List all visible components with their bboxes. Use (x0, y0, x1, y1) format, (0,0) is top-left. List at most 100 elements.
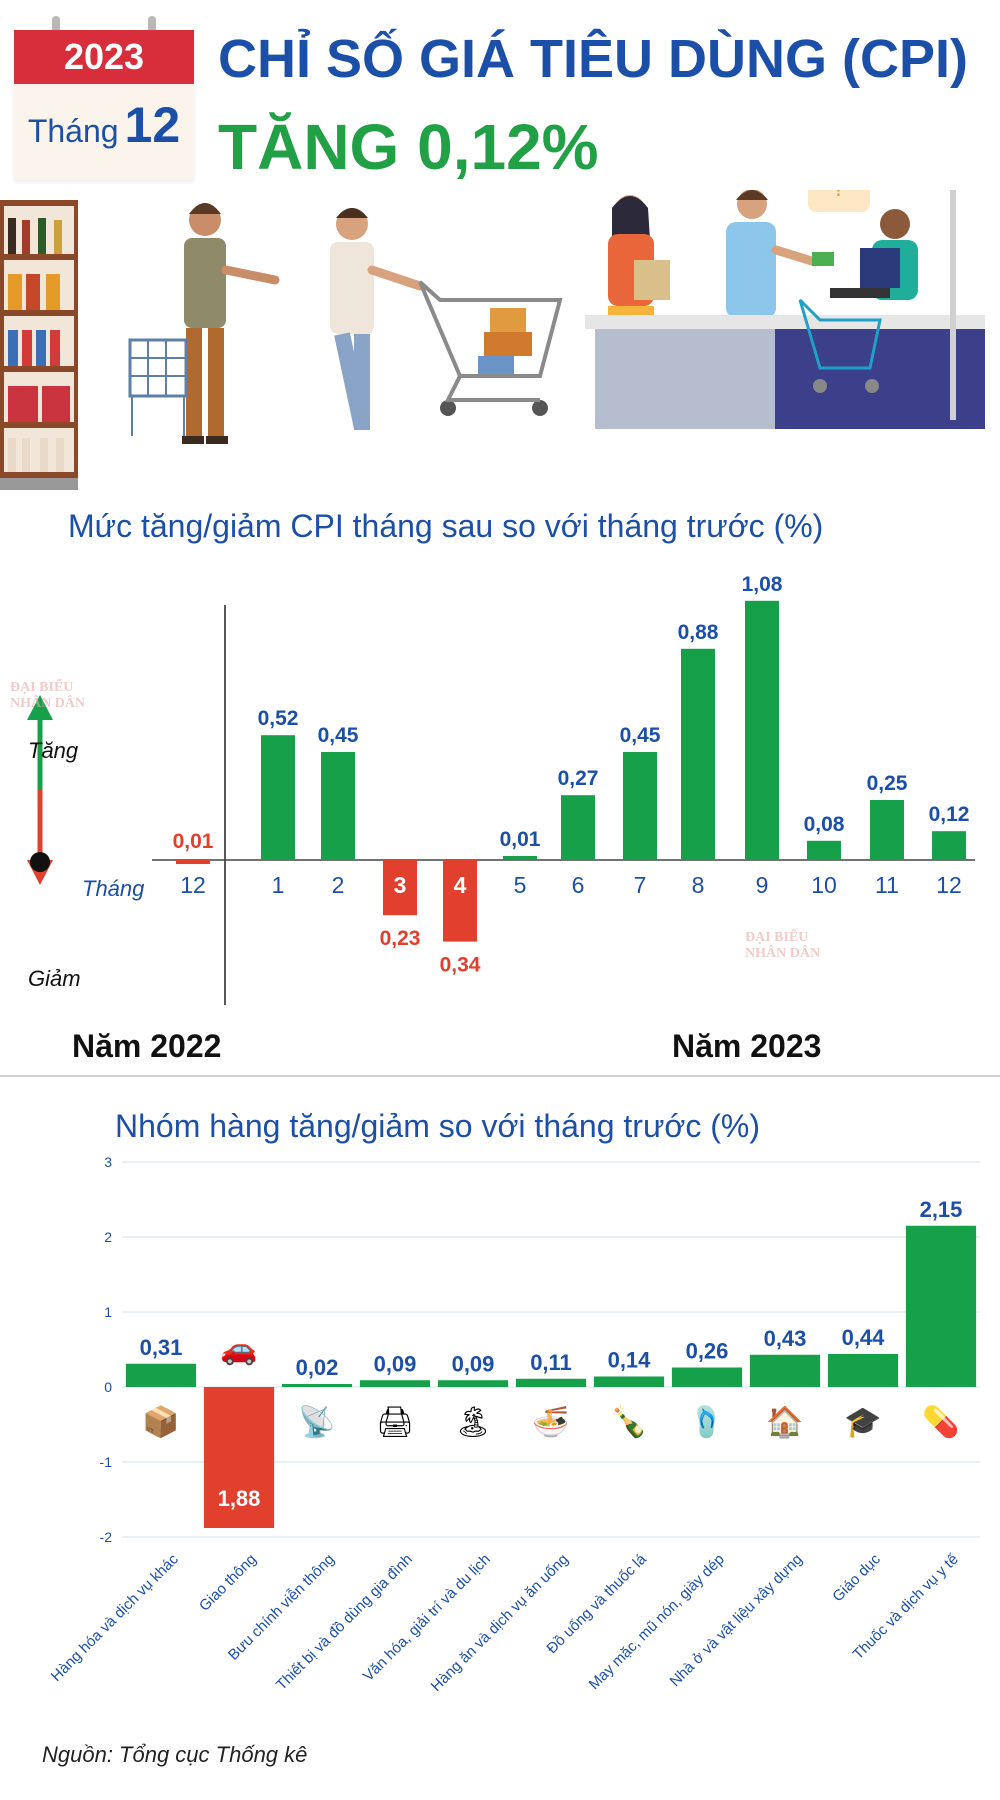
cpi-value-label: 0,23 (380, 927, 421, 950)
cpi-month-label: 1 (272, 872, 285, 898)
car-icon: 🚗 (220, 1332, 257, 1367)
group-bar (905, 1225, 977, 1387)
house-icon: 🏠 (766, 1405, 803, 1440)
cpi-monthly-chart: 0,01 12 0,52 1 0,45 2 0,23 3 0,34 4 0,01 5 0,27 6 0,45… (27, 573, 975, 1005)
legend-center-dot (30, 852, 50, 872)
antenna-icon: 📡 (298, 1402, 335, 1440)
group-bar (125, 1363, 197, 1387)
group-category-label: Nhà ở và vật liệu xây dựng (667, 1551, 806, 1690)
y-tick-label: 0 (104, 1379, 112, 1395)
cpi-chart-title: Mức tăng/giảm CPI tháng sau so với tháng… (68, 508, 824, 544)
cpi-month-label: 7 (634, 872, 647, 898)
group-bar (437, 1380, 509, 1387)
cpi-month-label: 3 (394, 872, 407, 898)
group-bar (827, 1354, 899, 1387)
graduation-cap-icon: 🎓 (844, 1405, 881, 1440)
cpi-value-label: 1,08 (742, 573, 783, 596)
cpi-value-label: 0,01 (500, 828, 541, 851)
calendar-ring (148, 16, 156, 42)
sandals-icon: 🩴 (688, 1403, 725, 1440)
cpi-bar (807, 840, 841, 860)
cpi-bar (681, 648, 715, 860)
page-title: CHỈ SỐ GIÁ TIÊU DÙNG (CPI) (218, 29, 969, 89)
group-change-chart: 3 2 1 0 -1 -2 0,31 1,88 0,02 0,09 0,09 0,11 0,14 0,2… (48, 1154, 980, 1695)
cpi-value-label: 0,12 (929, 803, 970, 826)
cpi-bar (932, 831, 966, 860)
calendar-year: 2023 (14, 30, 194, 84)
group-category-label: Thiết bị và đồ dùng gia đình (273, 1551, 416, 1694)
group-value-label: 2,15 (920, 1197, 963, 1222)
cpi-value-label: 0,45 (620, 724, 661, 747)
y-tick-label: 3 (104, 1154, 112, 1170)
shopper-man-icon (128, 203, 280, 444)
watermark-logo: ĐẠI BIỂU NHÂN DÂN (10, 680, 85, 712)
cpi-bar (443, 862, 477, 894)
cpi-bar (383, 862, 417, 894)
group-value-label: 0,09 (452, 1351, 495, 1376)
group-bar (749, 1354, 821, 1387)
cpi-month-label: 2 (332, 872, 345, 898)
cpi-month-label: 11 (875, 872, 899, 898)
arrow-up-icon (27, 695, 53, 720)
group-value-label: 0,02 (296, 1355, 339, 1380)
group-value-label: 0,09 (374, 1351, 417, 1376)
group-bar (203, 1387, 275, 1528)
y-tick-label: 2 (104, 1229, 112, 1245)
cpi-bar (561, 795, 595, 860)
cpi-value-label: 0,08 (804, 813, 845, 836)
cpi-bar (261, 735, 295, 860)
gift-box-icon: 📦 (142, 1404, 179, 1440)
group-value-label: 0,26 (686, 1339, 729, 1364)
cpi-month-label: 12 (180, 872, 206, 898)
group-chart-title: Nhóm hàng tăng/giảm so với tháng trước (… (115, 1108, 760, 1144)
cpi-month-label: 5 (514, 872, 527, 898)
group-value-label: 0,14 (608, 1348, 652, 1373)
watermark-logo: ĐẠI BIỂU NHÂN DÂN (745, 930, 820, 962)
shopping-illustration: ? (0, 190, 985, 490)
group-bar (359, 1380, 431, 1387)
source-note: Nguồn: Tổng cục Thống kê (42, 1742, 308, 1767)
cpi-month-label: 8 (692, 872, 705, 898)
down-label: Giảm (28, 966, 81, 991)
watermark-line2: NHÂN DÂN (745, 946, 821, 961)
month-label: Tháng (27, 113, 119, 149)
cpi-bar (623, 752, 657, 860)
cpi-month-label: 4 (454, 872, 467, 898)
cpi-value-label: 0,45 (318, 724, 359, 747)
group-category-label: Hàng hóa và dịch vụ khác (48, 1550, 182, 1684)
cpi-bar (745, 600, 779, 860)
shopper-cart-icon (330, 208, 563, 430)
group-value-label: 0,11 (530, 1350, 572, 1375)
month-number: 12 (124, 97, 181, 153)
cpi-value-label: 0,01 (173, 830, 214, 853)
appliance-icon: 🖨 (376, 1405, 414, 1440)
cpi-value-label: 0,25 (867, 772, 908, 795)
group-value-label: 1,88 (218, 1486, 261, 1511)
store-shelf-icon (0, 200, 78, 490)
watermark-line1: ĐẠI BIỂU (745, 930, 809, 945)
x-axis-label: Tháng (82, 876, 145, 901)
cpi-value-label: 0,88 (678, 621, 719, 644)
group-category-label: Giáo dục (829, 1550, 884, 1605)
section-divider (0, 1075, 1000, 1077)
cpi-value-label: 0,52 (258, 707, 299, 730)
y-tick-label: 1 (104, 1304, 112, 1320)
year-label-2022: Năm 2022 (72, 1028, 222, 1064)
page-subtitle: TĂNG 0,12% (218, 111, 599, 183)
watermark-line2: NHÂN DÂN (10, 696, 86, 711)
group-bar (515, 1378, 587, 1387)
group-category-label: Giao thông (196, 1551, 260, 1615)
group-value-label: 0,31 (140, 1335, 183, 1360)
food-bowl-icon: 🍜 (532, 1405, 569, 1440)
group-category-label: Văn hóa, giải trí và du lịch (360, 1551, 494, 1685)
checkout-counter-icon: ? (585, 190, 985, 429)
cpi-bar (503, 856, 537, 860)
group-category-label: May mặc, mũ nón, giày dép (586, 1551, 728, 1693)
cpi-value-label: 0,27 (558, 767, 599, 790)
cpi-month-label: 9 (756, 872, 769, 898)
y-tick-label: -2 (100, 1529, 113, 1545)
cpi-value-label: 0,34 (440, 954, 481, 977)
watermark-line1: ĐẠI BIỂU (10, 680, 74, 695)
year-label-2023: Năm 2023 (672, 1028, 822, 1064)
calendar-month: Tháng 12 (14, 96, 194, 154)
